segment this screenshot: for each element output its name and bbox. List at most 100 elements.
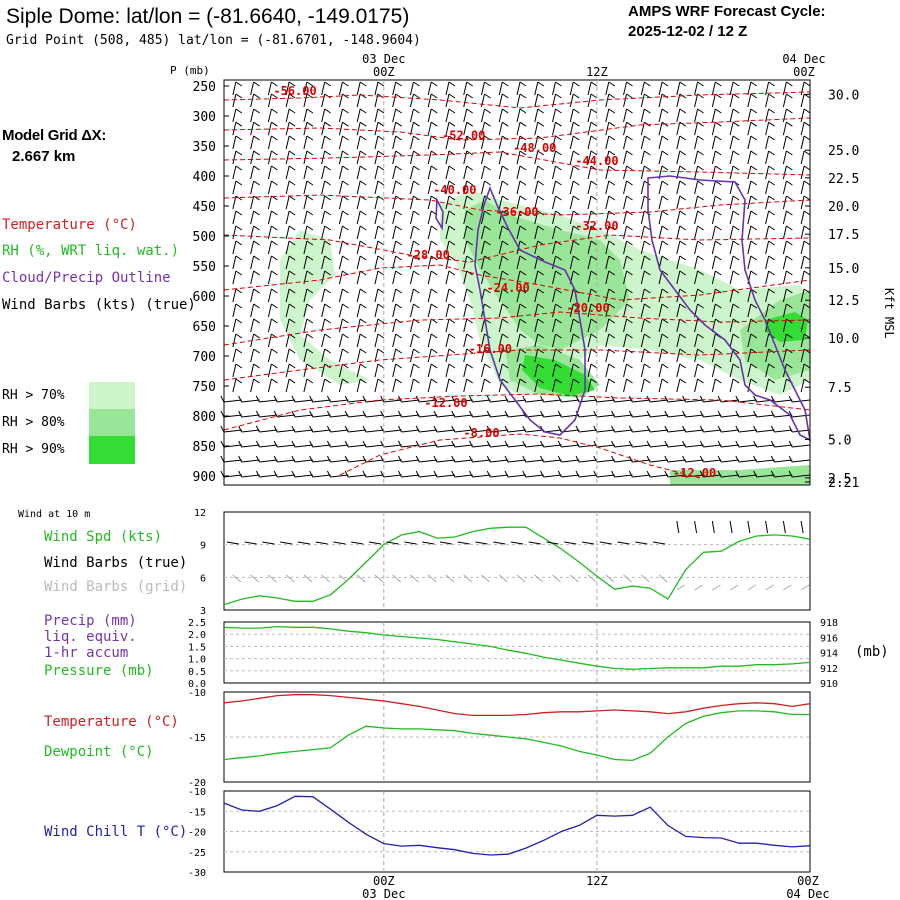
wind-barb (658, 210, 669, 225)
wind-barb (273, 440, 296, 448)
wind-barb (392, 121, 402, 136)
wind-barb (800, 108, 811, 123)
wind-barb (676, 180, 687, 195)
wind-barb (504, 440, 527, 448)
wind-barb-shaft (676, 378, 681, 393)
wind-barb-shaft (356, 150, 361, 165)
wind-barb (552, 81, 562, 96)
time-day-label: 04 Dec (782, 52, 825, 66)
wind-barb-flag (306, 363, 314, 369)
wind-barb-flag (362, 440, 367, 448)
wind-barb (463, 93, 474, 108)
wind-barb (374, 165, 385, 180)
wind-barb-shaft (277, 459, 296, 463)
wind-barb-flag (664, 440, 669, 448)
wind-barb-flag (803, 225, 811, 231)
wind-barb (676, 135, 687, 150)
wind-barb-flag (306, 210, 314, 216)
wind-barb-shaft (738, 414, 757, 418)
wind-barb-shaft (338, 333, 343, 348)
wind-barb-shaft (721, 429, 740, 433)
wind-barb-shaft (267, 165, 272, 180)
wind-barb-shaft (729, 135, 734, 150)
wind-barb (445, 363, 456, 378)
wind-barb (392, 150, 402, 165)
wind-barb-shaft (605, 180, 610, 195)
wind-barb-shaft (623, 122, 628, 136)
wind-barb (676, 270, 687, 285)
wind10-title: Wind at 10 m (18, 509, 91, 520)
wind-barb-flag (235, 121, 243, 127)
wind-barb-shaft (436, 474, 456, 478)
wind-barb-flag (803, 195, 811, 201)
wind-barb-shaft (427, 288, 432, 303)
wind-barb (463, 225, 474, 240)
wind-barb (717, 470, 740, 478)
wind-barb (711, 81, 722, 96)
wind-barb-shaft (721, 459, 740, 463)
wind-barb-shaft (267, 318, 272, 333)
legend-rh80-swatch (89, 409, 135, 436)
wind-barb (232, 240, 243, 255)
wind-barb-shaft (552, 318, 557, 333)
wind-barb-shaft (623, 135, 628, 150)
wind-barb (552, 240, 562, 255)
wind-barb (338, 165, 349, 180)
wind-barb-flag (697, 210, 704, 216)
wind-barb (569, 135, 580, 150)
wind-barb-shaft (498, 150, 503, 165)
wind-barb-shaft (250, 81, 255, 96)
wind-barb-flag (786, 240, 793, 246)
wind-barb (374, 333, 385, 348)
wind-barb-flag (448, 255, 456, 261)
wind-barb-shaft (800, 135, 805, 150)
wind-barb-flag (430, 288, 438, 294)
wind-barb (220, 425, 242, 433)
wind-barb (534, 180, 545, 195)
wind-barb (569, 121, 580, 136)
wind-barb-flag (697, 240, 704, 246)
legend-rh80-label: RH > 80% (2, 415, 65, 430)
wind-barb-flag (271, 240, 278, 246)
wind-barb-shaft (729, 180, 734, 195)
panel-tick-label: -15 (188, 807, 206, 818)
wind-barb-flag (342, 288, 349, 294)
wind-barb (285, 108, 296, 123)
wind-barb-shaft (729, 363, 734, 378)
wind-barb-flag (377, 318, 385, 324)
wind-barb-true (244, 541, 257, 545)
wind-barb (445, 180, 456, 195)
wind-barb-shaft (507, 459, 527, 463)
wind-barb (593, 410, 615, 418)
wind-barb-flag (697, 288, 704, 294)
wind-barb-shaft (330, 474, 349, 478)
wind-barb-flag (377, 270, 385, 276)
wind-barb (427, 195, 438, 210)
wind-barb-flag (326, 455, 331, 463)
wind-barb-flag (398, 440, 402, 448)
wind-barb (427, 225, 438, 240)
wind-barb-flag (306, 165, 314, 171)
wind-barb-flag (519, 303, 527, 309)
wind-barb-shaft (534, 108, 539, 123)
wind-barb-shaft (640, 363, 645, 378)
temperature-contour-label: -48.00 (513, 141, 556, 155)
wind-barb-shaft (463, 303, 468, 318)
wind-barb-shaft (703, 429, 722, 433)
wind-barb-shaft (534, 318, 539, 333)
wind-barb-shaft (703, 474, 722, 478)
wind-barb-flag (291, 470, 296, 478)
wind-speed-label: Wind Spd (kts) (44, 529, 163, 545)
wind-barb-flag (466, 195, 474, 201)
wind-barb (640, 165, 651, 180)
wind-barb-shaft (525, 399, 544, 403)
wind-barb (765, 363, 775, 378)
wind-barb-flag (519, 150, 527, 156)
wind-barb-shaft (569, 363, 574, 378)
wind-barb (605, 121, 616, 136)
wind-barb (463, 348, 474, 363)
wind-barb (753, 440, 775, 448)
wind-barb-flag (786, 180, 793, 186)
wind-barb-flag (572, 93, 580, 99)
wind-barb (552, 378, 562, 393)
